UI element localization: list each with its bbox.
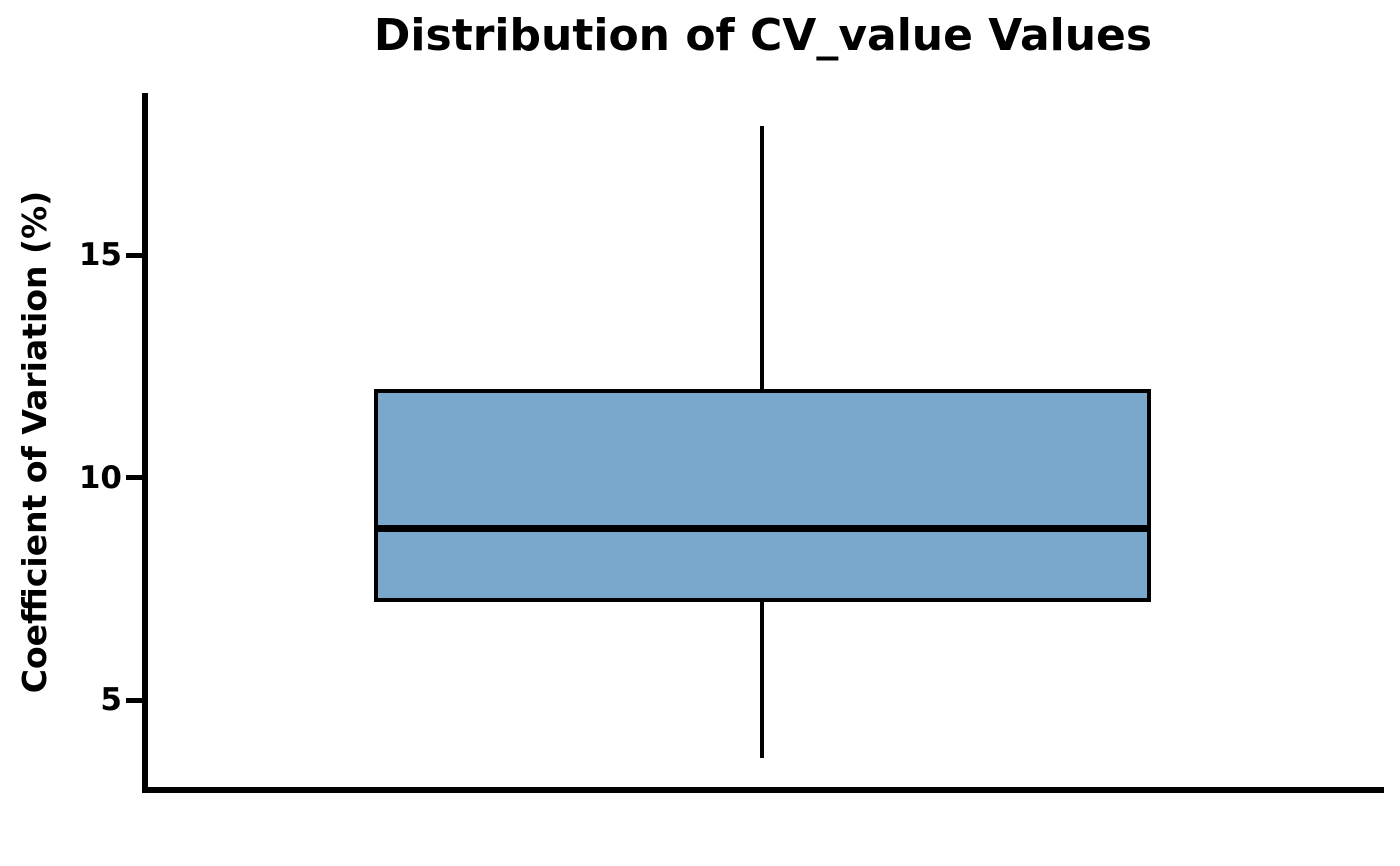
y-tick-label: 10 — [78, 459, 122, 496]
y-axis-spine — [142, 93, 148, 793]
x-axis-spine — [142, 787, 1384, 793]
y-tick-label: 5 — [100, 682, 122, 718]
y-tick-mark — [126, 252, 142, 258]
y-tick-mark — [126, 697, 142, 703]
y-tick-mark — [126, 475, 142, 480]
boxplot-median-line — [378, 525, 1147, 533]
boxplot-box — [374, 388, 1151, 603]
y-tick-label: 15 — [78, 237, 122, 273]
chart-title: Distribution of CV_value Values — [373, 10, 1153, 61]
